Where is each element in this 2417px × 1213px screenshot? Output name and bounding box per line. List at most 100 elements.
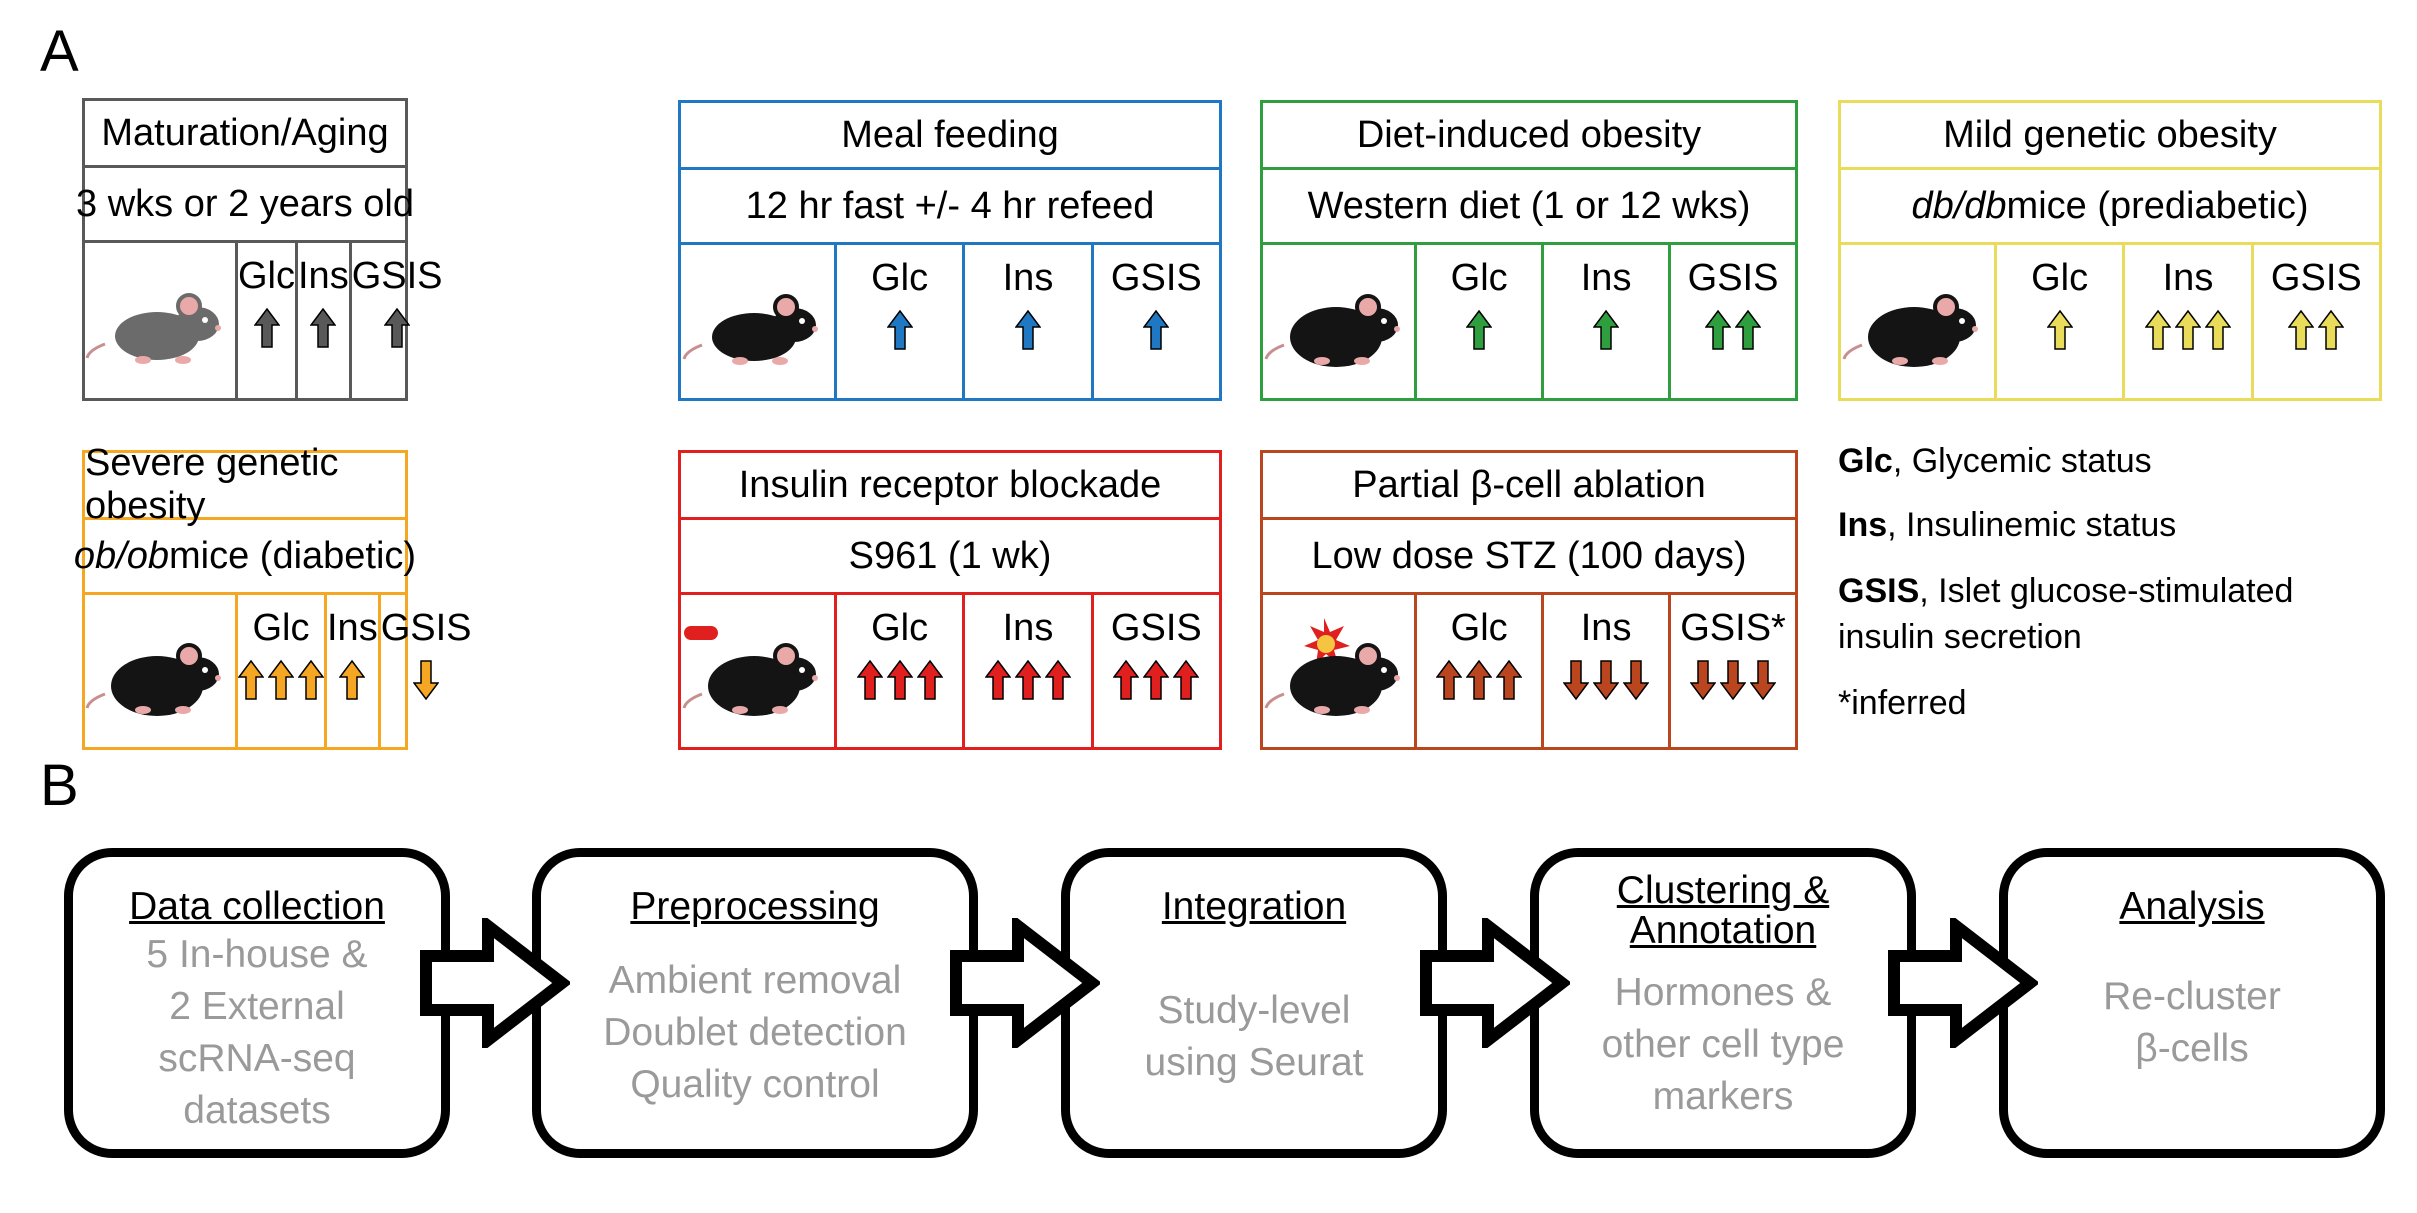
trait-label: Glc (2031, 257, 2089, 299)
trait-label: Glc (1450, 257, 1508, 299)
trait-label: Ins (1002, 257, 1054, 299)
panel-a-label: A (40, 19, 79, 84)
trait-cell-gsis: GSIS (348, 243, 443, 398)
arrow-down-icon (1563, 659, 1590, 703)
model-subtitle: Western diet (1 or 12 wks) (1263, 170, 1795, 245)
arrow-down-icon (1593, 659, 1620, 703)
trait-cell-ins: Ins (1541, 245, 1668, 398)
trait-label: Ins (298, 255, 349, 297)
trait-label: GSIS (1687, 257, 1779, 299)
arrow-up-icon (1496, 659, 1523, 703)
workflow-step-title: Integration (1161, 885, 1347, 928)
trait-cell-ins: Ins (962, 245, 1090, 398)
trait-label: GSIS (1110, 607, 1202, 649)
arrow-up-icon (310, 307, 337, 351)
workflow-step-title: Analysis (2119, 885, 2265, 928)
arrow-up-icon (1143, 659, 1170, 703)
trait-cell-ins: Ins (1541, 595, 1668, 747)
trait-label: GSIS (351, 255, 443, 297)
model-title: Diet-induced obesity (1263, 103, 1795, 170)
trait-label: Ins (1002, 607, 1054, 649)
trait-cell-glc: Glc (833, 245, 962, 398)
trait-label: Ins (327, 607, 378, 649)
model-subtitle: ob/ob mice (diabetic) (74, 520, 416, 595)
flow-arrow-icon (1888, 918, 2038, 1048)
trait-label: GSIS (380, 607, 472, 649)
arrow-down-icon (1623, 659, 1650, 703)
legend-glc: Glc, Glycemic status (1838, 442, 2152, 480)
trait-label: Ins (1580, 257, 1632, 299)
arrow-up-icon (2046, 309, 2073, 353)
arrow-up-icon (1593, 309, 1620, 353)
arrow-up-icon (1014, 659, 1041, 703)
trait-label: Glc (238, 255, 295, 297)
workflow-step-analysis: Analysis Re-cluster β-cells (1999, 848, 2385, 1158)
trait-label: Glc (252, 607, 310, 649)
model-subtitle: S961 (1 wk) (681, 520, 1219, 595)
arrow-down-icon (1720, 659, 1747, 703)
model-subtitle: 3 wks or 2 years old (76, 168, 414, 243)
trait-cell-gsis: GSIS* (1668, 595, 1795, 747)
trait-cell-gsis: GSIS (2250, 245, 2379, 398)
mouse-icon (85, 243, 235, 398)
trait-cell-glc: Glc (1414, 595, 1541, 747)
workflow-step-desc: Hormones & other cell type markers (1601, 971, 1845, 1118)
workflow-step-integration: Integration Study-level using Seurat (1061, 848, 1447, 1158)
trait-cell-gsis: GSIS (1090, 245, 1219, 398)
arrow-up-icon (298, 659, 324, 703)
model-card: Meal feeding 12 hr fast +/- 4 hr refeed G… (678, 100, 1222, 401)
arrow-up-icon (886, 659, 913, 703)
workflow-step-desc: Ambient removal Doublet detection Qualit… (603, 959, 907, 1106)
legend-ins: Ins, Insulinemic status (1838, 506, 2177, 544)
model-title: Severe genetic obesity (85, 442, 405, 527)
trait-cell-glc: Glc (1993, 245, 2122, 398)
workflow-step-preprocessing: Preprocessing Ambient removal Doublet de… (532, 848, 978, 1158)
mouse-icon (1841, 245, 1994, 398)
model-title: Mild genetic obesity (1841, 103, 2379, 170)
arrow-up-icon (1466, 309, 1493, 353)
trait-cell-gsis: GSIS (1668, 245, 1795, 398)
model-card: Severe genetic obesity ob/ob mice (diabet… (74, 442, 472, 750)
workflow-step-data-collection: Data collection 5 In-house & 2 External … (64, 848, 450, 1158)
model-title: Insulin receptor blockade (681, 453, 1219, 520)
workflow-step-clustering: Clustering & Annotation Hormones & other… (1530, 848, 1916, 1158)
mouse-icon (681, 595, 834, 747)
arrow-up-icon (1466, 659, 1493, 703)
trait-cell-glc: Glc (833, 595, 962, 747)
arrow-up-icon (2318, 309, 2345, 353)
arrow-up-icon (1173, 659, 1200, 703)
flow-arrow-icon (420, 918, 570, 1048)
model-card: Maturation/Aging 3 wks or 2 years old Glc… (76, 98, 443, 401)
arrow-up-icon (984, 659, 1011, 703)
arrow-up-icon (2204, 309, 2231, 353)
mouse-icon (1263, 595, 1414, 747)
arrow-up-icon (268, 659, 294, 703)
trait-cell-gsis: GSIS (377, 595, 472, 747)
workflow-step-desc: Re-cluster β-cells (2103, 975, 2281, 1070)
trait-label: Glc (871, 257, 929, 299)
arrow-up-icon (2174, 309, 2201, 353)
workflow-step-desc: 5 In-house & 2 External scRNA-seq datase… (146, 933, 368, 1132)
arrow-up-icon (856, 659, 883, 703)
arrow-down-icon (1690, 659, 1717, 703)
arrow-up-icon (1705, 309, 1732, 353)
arrow-down-icon (1750, 659, 1777, 703)
flow-arrow-icon (1420, 918, 1570, 1048)
trait-cell-ins: Ins (324, 595, 378, 747)
arrow-up-icon (2288, 309, 2315, 353)
model-title: Partial β-cell ablation (1263, 453, 1795, 520)
model-title: Meal feeding (681, 103, 1219, 170)
arrow-up-icon (339, 659, 366, 703)
trait-cell-gsis: GSIS (1090, 595, 1219, 747)
workflow-step-title: Data collection (129, 885, 385, 928)
legend-gsis: GSIS, Islet glucose-stimulated insulin s… (1838, 572, 2294, 656)
trait-label: GSIS* (1680, 607, 1786, 649)
model-card: Partial β-cell ablation Low dose STZ (100… (1260, 450, 1798, 750)
workflow-step-title: Preprocessing (630, 885, 880, 928)
arrow-up-icon (1014, 309, 1041, 353)
arrow-up-icon (1044, 659, 1071, 703)
model-card: Insulin receptor blockade S961 (1 wk) Glc… (678, 450, 1222, 750)
arrow-up-icon (1735, 309, 1762, 353)
trait-label: Ins (1580, 607, 1632, 649)
legend-inferred: *inferred (1838, 684, 1967, 722)
